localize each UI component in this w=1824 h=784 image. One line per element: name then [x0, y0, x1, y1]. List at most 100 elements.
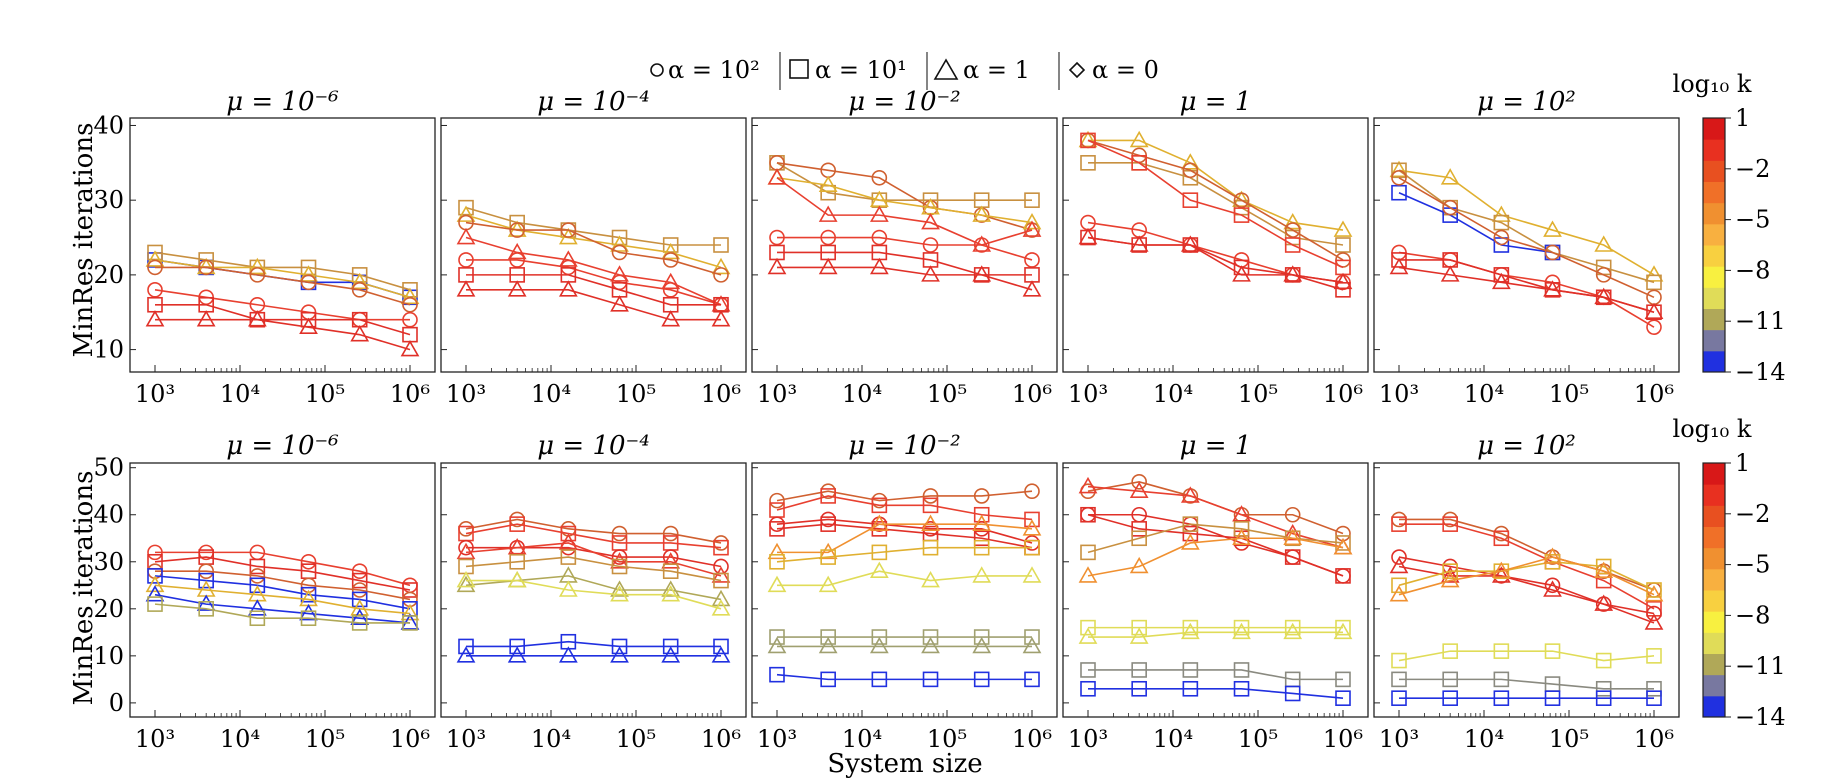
- series-line: [155, 266, 411, 306]
- panels: μ = 10⁻⁶ 10 20 30 40 10³ 10⁴ 10⁵ 10⁶ μ = 10⁻⁴ 10³ 1…: [93, 87, 1680, 753]
- x-tick-label: 10⁴: [220, 380, 260, 408]
- series-line: [1088, 162, 1344, 246]
- data-point-circle: [820, 229, 836, 246]
- x-tick-label: 10⁵: [305, 380, 345, 408]
- data-point-square: [769, 629, 785, 645]
- data-point-triangle: [818, 205, 838, 222]
- data-point-square: [458, 199, 474, 216]
- data-point-triangle: [1180, 533, 1200, 550]
- data-point-triangle: [921, 265, 940, 282]
- data-point-square: [1284, 237, 1301, 253]
- x-tick-label: 10⁶: [701, 725, 741, 753]
- data-point-square: [1595, 690, 1612, 706]
- data-point-triangle: [921, 514, 940, 531]
- data-point-triangle: [1333, 538, 1353, 555]
- x-tick-label: 10⁶: [1323, 725, 1363, 753]
- data-point-triangle: [818, 575, 838, 593]
- data-point-square: [1080, 680, 1096, 697]
- x-tick-label: 10⁴: [220, 725, 260, 753]
- colorbar-tick-label: 1: [1735, 104, 1750, 132]
- data-point-circle: [402, 296, 418, 313]
- data-point-square: [1646, 582, 1662, 598]
- y-tick-label: 30: [93, 548, 124, 576]
- data-point-circle: [509, 222, 525, 238]
- colorbar-band: [1703, 245, 1725, 267]
- data-point-triangle: [1283, 528, 1303, 546]
- series-line: [1398, 191, 1553, 254]
- panel-frame: [129, 117, 436, 373]
- data-point-triangle: [610, 585, 629, 602]
- data-point-square: [1182, 516, 1199, 532]
- series-line: [1398, 169, 1655, 284]
- data-point-square: [249, 610, 266, 627]
- data-point-triangle: [661, 580, 681, 597]
- series-line: [1398, 266, 1655, 314]
- data-point-square: [1080, 155, 1096, 171]
- data-point-triangle: [1594, 287, 1614, 305]
- colorbar-tick-label: −11: [1735, 652, 1786, 680]
- series-line: [465, 206, 721, 246]
- chart-panel: μ = 10⁻⁴ 10³ 10⁴ 10⁵ 10⁶: [440, 87, 747, 408]
- data-point-square: [611, 638, 628, 655]
- chart-panel: μ = 10⁻² 10³ 10⁴ 10⁵ 10⁶: [751, 431, 1058, 753]
- data-point-square: [1391, 690, 1407, 706]
- data-point-square: [249, 558, 266, 575]
- data-point-triangle: [1594, 594, 1614, 611]
- x-tick-label: 10⁴: [1153, 725, 1193, 753]
- x-tick-label: 10⁵: [616, 725, 656, 753]
- data-point-circle: [769, 229, 785, 246]
- data-point-circle: [973, 488, 990, 504]
- chart-panel: μ = 10² 10³ 10⁴ 10⁵ 10⁶: [1373, 431, 1680, 753]
- data-point-triangle: [1644, 265, 1664, 282]
- data-point-square: [1131, 662, 1147, 678]
- data-point-triangle: [456, 280, 476, 297]
- panel-title: μ = 10²: [1477, 87, 1576, 117]
- data-point-square: [713, 572, 729, 589]
- data-point-triangle: [1543, 580, 1562, 597]
- data-point-triangle: [1491, 272, 1511, 290]
- data-point-circle: [402, 311, 418, 328]
- data-point-square: [402, 615, 418, 631]
- colorbar-band: [1703, 118, 1725, 140]
- data-point-triangle: [400, 613, 420, 630]
- data-point-square: [1080, 544, 1096, 561]
- data-point-square: [351, 572, 368, 589]
- chart-panel: μ = 10⁻⁶ 10 20 30 40 10³ 10⁴ 10⁵ 10⁶: [93, 87, 436, 408]
- data-point-triangle: [456, 570, 476, 588]
- series-line: [1399, 678, 1654, 690]
- legend-square-marker: [789, 59, 809, 79]
- data-point-triangle: [1180, 622, 1200, 640]
- data-point-triangle: [767, 636, 787, 654]
- data-point-square: [1131, 619, 1147, 636]
- data-point-square: [458, 638, 474, 655]
- colorbar-band: [1703, 463, 1725, 485]
- data-point-circle: [713, 267, 729, 283]
- data-point-square: [300, 586, 317, 603]
- data-point-triangle: [661, 310, 681, 327]
- data-point-circle: [611, 244, 628, 261]
- data-point-square: [820, 488, 836, 504]
- data-point-triangle: [1078, 566, 1098, 583]
- series-line: [155, 570, 411, 601]
- panel-frame: [1373, 462, 1680, 718]
- colorbar-tick-label: −14: [1735, 703, 1786, 731]
- data-point-square: [198, 572, 214, 589]
- data-point-circle: [871, 169, 888, 186]
- series-line: [1087, 139, 1344, 269]
- data-point-triangle: [972, 265, 992, 282]
- data-point-square: [973, 629, 990, 645]
- data-point-triangle: [1129, 556, 1149, 574]
- data-point-circle: [1544, 577, 1561, 594]
- data-point-circle: [198, 563, 214, 579]
- data-point-triangle: [1491, 561, 1511, 578]
- series-line: [1088, 139, 1344, 231]
- data-point-square: [769, 553, 785, 570]
- data-point-square: [509, 516, 525, 532]
- legend-diamond-label: α = 0: [1092, 56, 1159, 84]
- data-point-triangle: [350, 325, 370, 342]
- data-point-triangle: [1232, 528, 1251, 546]
- x-tick-label: 10⁶: [1634, 725, 1674, 753]
- panel-title: μ = 10⁻⁶: [226, 87, 338, 117]
- data-point-triangle: [1180, 235, 1200, 252]
- data-point-square: [820, 629, 836, 645]
